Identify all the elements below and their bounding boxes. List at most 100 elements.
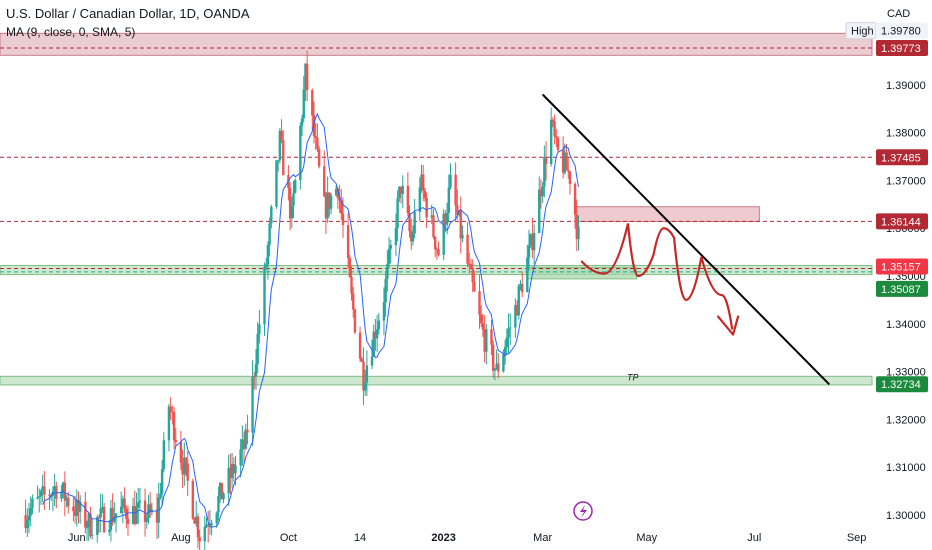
candle-body-172[interactable] [433,236,437,249]
candle-body-47[interactable] [135,507,138,524]
candle-body-194[interactable] [485,329,488,352]
candle-body-20[interactable] [72,506,75,512]
candle-body-3[interactable] [29,507,32,516]
trendline[interactable] [541,93,831,386]
candle-body-82[interactable] [218,482,222,496]
candle-body-217[interactable] [541,186,544,197]
candle-body-49[interactable] [138,500,142,503]
candle-body-65[interactable] [179,442,183,463]
candle-body-44[interactable] [126,518,130,524]
candle-body-171[interactable] [432,215,435,237]
candle-body-165[interactable] [418,187,421,212]
candle-body-227[interactable] [565,152,568,171]
candle-body-154[interactable] [389,245,392,249]
candle-body-5[interactable] [36,497,39,499]
candle-body-123[interactable] [316,137,319,149]
candle-body-197[interactable] [493,368,497,371]
candle-body-150[interactable] [382,302,386,321]
candle-body-48[interactable] [137,502,140,508]
candle-body-91[interactable] [241,439,244,450]
candle-body-145[interactable] [370,356,374,366]
candle-body-199[interactable] [497,363,500,372]
candle-body-142[interactable] [362,361,365,391]
price-tag-bg-3[interactable] [876,213,928,230]
candle-body-136[interactable] [348,257,352,277]
price-tag-bg-0[interactable] [876,22,928,39]
candle-body-50[interactable] [143,500,147,522]
candle-body-68[interactable] [184,457,188,464]
candle-body-120[interactable] [311,90,314,116]
candle-body-112[interactable] [290,205,294,219]
candle-body-94[interactable] [246,429,249,433]
candle-body-4[interactable] [31,498,34,508]
candle-body-229[interactable] [568,171,572,184]
candle-body-39[interactable] [114,513,118,518]
candle-body-166[interactable] [420,174,423,188]
candle-body-104[interactable] [270,206,273,224]
candle-body-36[interactable] [109,508,113,531]
candle-body-95[interactable] [251,376,254,433]
candle-body-105[interactable] [275,160,278,207]
candle-body-37[interactable] [111,508,114,522]
candle-body-152[interactable] [386,263,389,280]
candle-body-80[interactable] [215,512,218,524]
candle-body-86[interactable] [229,467,232,479]
candle-body-12[interactable] [51,491,55,496]
candle-body-53[interactable] [148,504,152,513]
candle-body-215[interactable] [538,189,541,234]
candle-body-169[interactable] [425,197,428,218]
candle-body-59[interactable] [162,440,166,470]
candle-body-77[interactable] [206,524,210,527]
candle-body-133[interactable] [340,200,343,214]
candle-body-101[interactable] [265,264,268,267]
candle-body-84[interactable] [222,493,225,500]
candle-body-75[interactable] [203,526,206,542]
candle-body-230[interactable] [573,183,577,215]
candle-body-117[interactable] [302,89,305,119]
candle-body-203[interactable] [507,328,510,338]
candle-body-211[interactable] [527,244,531,258]
projection-path[interactable] [580,223,734,330]
candle-body-153[interactable] [387,248,391,264]
supply-zone-0[interactable] [0,32,873,56]
candle-body-63[interactable] [172,411,176,441]
candle-body-167[interactable] [422,174,425,191]
candle-body-134[interactable] [341,213,345,225]
candle-body-155[interactable] [394,227,398,246]
candle-body-19[interactable] [67,497,70,507]
candle-body-192[interactable] [481,323,485,330]
candle-body-148[interactable] [375,329,379,339]
candle-body-21[interactable] [73,511,77,516]
candle-body-17[interactable] [63,482,67,501]
candle-body-115[interactable] [299,125,302,181]
candle-body-108[interactable] [280,130,283,141]
candle-body-187[interactable] [469,263,473,268]
candle-body-146[interactable] [372,331,375,357]
candle-body-159[interactable] [401,185,404,194]
candle-body-209[interactable] [520,283,524,293]
candle-body-232[interactable] [577,226,580,240]
candle-body-34[interactable] [102,506,106,532]
candle-body-55[interactable] [155,509,159,523]
candle-body-71[interactable] [193,518,196,524]
candle-body-205[interactable] [514,305,517,328]
candle-body-224[interactable] [556,137,560,151]
candle-body-99[interactable] [258,324,261,334]
candle-body-202[interactable] [505,337,509,348]
candle-body-179[interactable] [449,174,452,188]
candle-body-89[interactable] [234,465,237,474]
candle-body-113[interactable] [292,192,295,206]
candle-body-225[interactable] [561,150,565,173]
candle-body-79[interactable] [210,523,213,526]
candle-body-72[interactable] [195,516,198,524]
tp-zone-2[interactable] [0,375,873,386]
candle-body-124[interactable] [317,148,321,167]
candle-body-42[interactable] [123,498,126,509]
candle-body-46[interactable] [133,506,137,524]
candle-body-69[interactable] [186,463,189,481]
candle-body-137[interactable] [350,276,353,294]
candle-body-30[interactable] [96,517,99,536]
price-tag-bg-6[interactable] [876,376,928,393]
candle-body-96[interactable] [253,376,256,378]
